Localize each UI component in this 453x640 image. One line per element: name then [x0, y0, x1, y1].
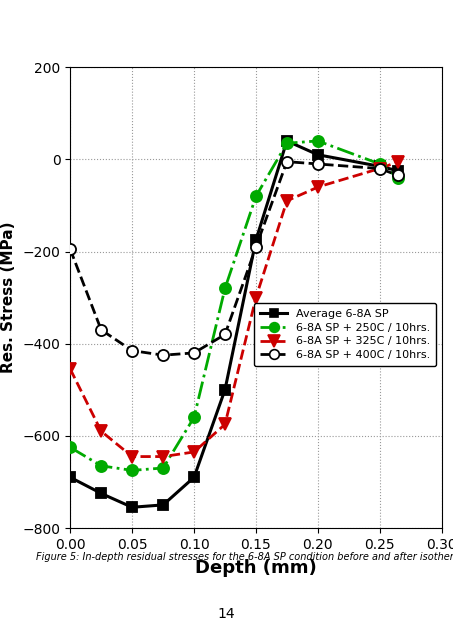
Y-axis label: Res. Stress (MPa): Res. Stress (MPa) — [0, 222, 15, 373]
Legend: Average 6-8A SP, 6-8A SP + 250C / 10hrs., 6-8A SP + 325C / 10hrs., 6-8A SP + 400: Average 6-8A SP, 6-8A SP + 250C / 10hrs.… — [254, 303, 436, 366]
Text: 14: 14 — [218, 607, 235, 621]
X-axis label: Depth (mm): Depth (mm) — [195, 559, 317, 577]
Text: Figure 5: In-depth residual stresses for the 6-8A SP condition before and after : Figure 5: In-depth residual stresses for… — [36, 552, 453, 562]
